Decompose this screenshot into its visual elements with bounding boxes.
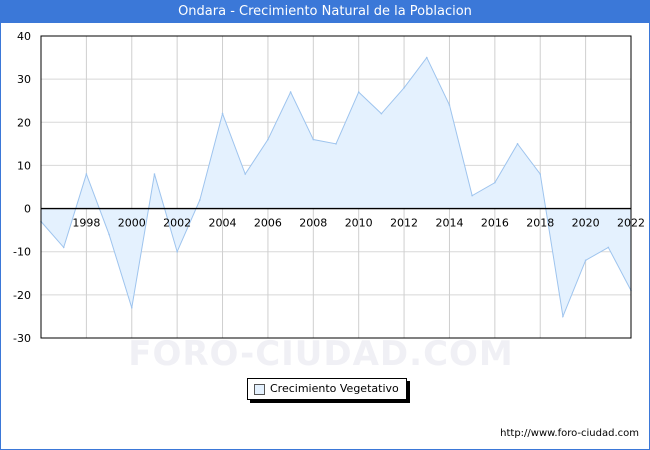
data-point: [403, 86, 405, 89]
watermark: FORO-CIUDAD.COM: [128, 334, 514, 374]
x-tick-label: 2000: [118, 217, 146, 230]
x-tick-label: 2006: [254, 217, 282, 230]
data-point: [335, 143, 337, 145]
data-point: [562, 315, 564, 318]
data-point: [448, 104, 451, 106]
legend-label: Crecimiento Vegetativo: [270, 382, 399, 395]
x-tick-label: 2020: [572, 217, 600, 230]
data-point: [85, 173, 88, 175]
data-point: [539, 173, 542, 175]
y-tick-label: 40: [17, 30, 31, 43]
y-tick-label: 20: [17, 116, 31, 129]
x-tick-label: 2010: [345, 217, 373, 230]
data-point: [108, 233, 110, 236]
data-point: [130, 307, 133, 309]
plot-border: [40, 35, 632, 339]
x-tick-label: 2008: [299, 217, 327, 230]
data-point: [62, 246, 65, 249]
y-tick-label: -20: [13, 289, 31, 302]
data-point: [471, 194, 473, 197]
legend-swatch: [254, 384, 265, 395]
data-point: [221, 112, 224, 115]
x-tick-label: 1998: [72, 217, 100, 230]
data-point: [380, 112, 383, 115]
x-tick-label: 2018: [526, 217, 554, 230]
data-point: [312, 138, 315, 141]
y-tick-label: 10: [17, 159, 31, 172]
y-tick-label: -10: [13, 246, 31, 259]
data-point: [153, 173, 156, 175]
data-point: [357, 91, 360, 93]
x-tick-label: 2016: [481, 217, 509, 230]
data-point: [607, 246, 610, 249]
source-url[interactable]: http://www.foro-ciudad.com: [500, 428, 639, 439]
data-point: [176, 250, 178, 253]
data-point: [199, 199, 201, 201]
data-point: [516, 143, 519, 145]
data-point: [267, 138, 269, 141]
x-tick-label: 2014: [435, 217, 463, 230]
x-tick-label: 2002: [163, 217, 191, 230]
y-tick-label: -30: [13, 332, 31, 345]
data-point: [244, 173, 247, 175]
series-area: [41, 57, 631, 317]
chart-title: Ondara - Crecimiento Natural de la Pobla…: [1, 1, 649, 23]
y-tick-label: 0: [24, 203, 31, 216]
data-point: [289, 91, 292, 93]
legend: Crecimiento Vegetativo: [247, 378, 407, 400]
y-tick-label: 30: [17, 73, 31, 86]
data-point: [494, 181, 496, 184]
x-tick-label: 2012: [390, 217, 418, 230]
data-point: [584, 259, 587, 262]
data-point: [425, 56, 428, 59]
x-tick-label: 2004: [209, 217, 237, 230]
